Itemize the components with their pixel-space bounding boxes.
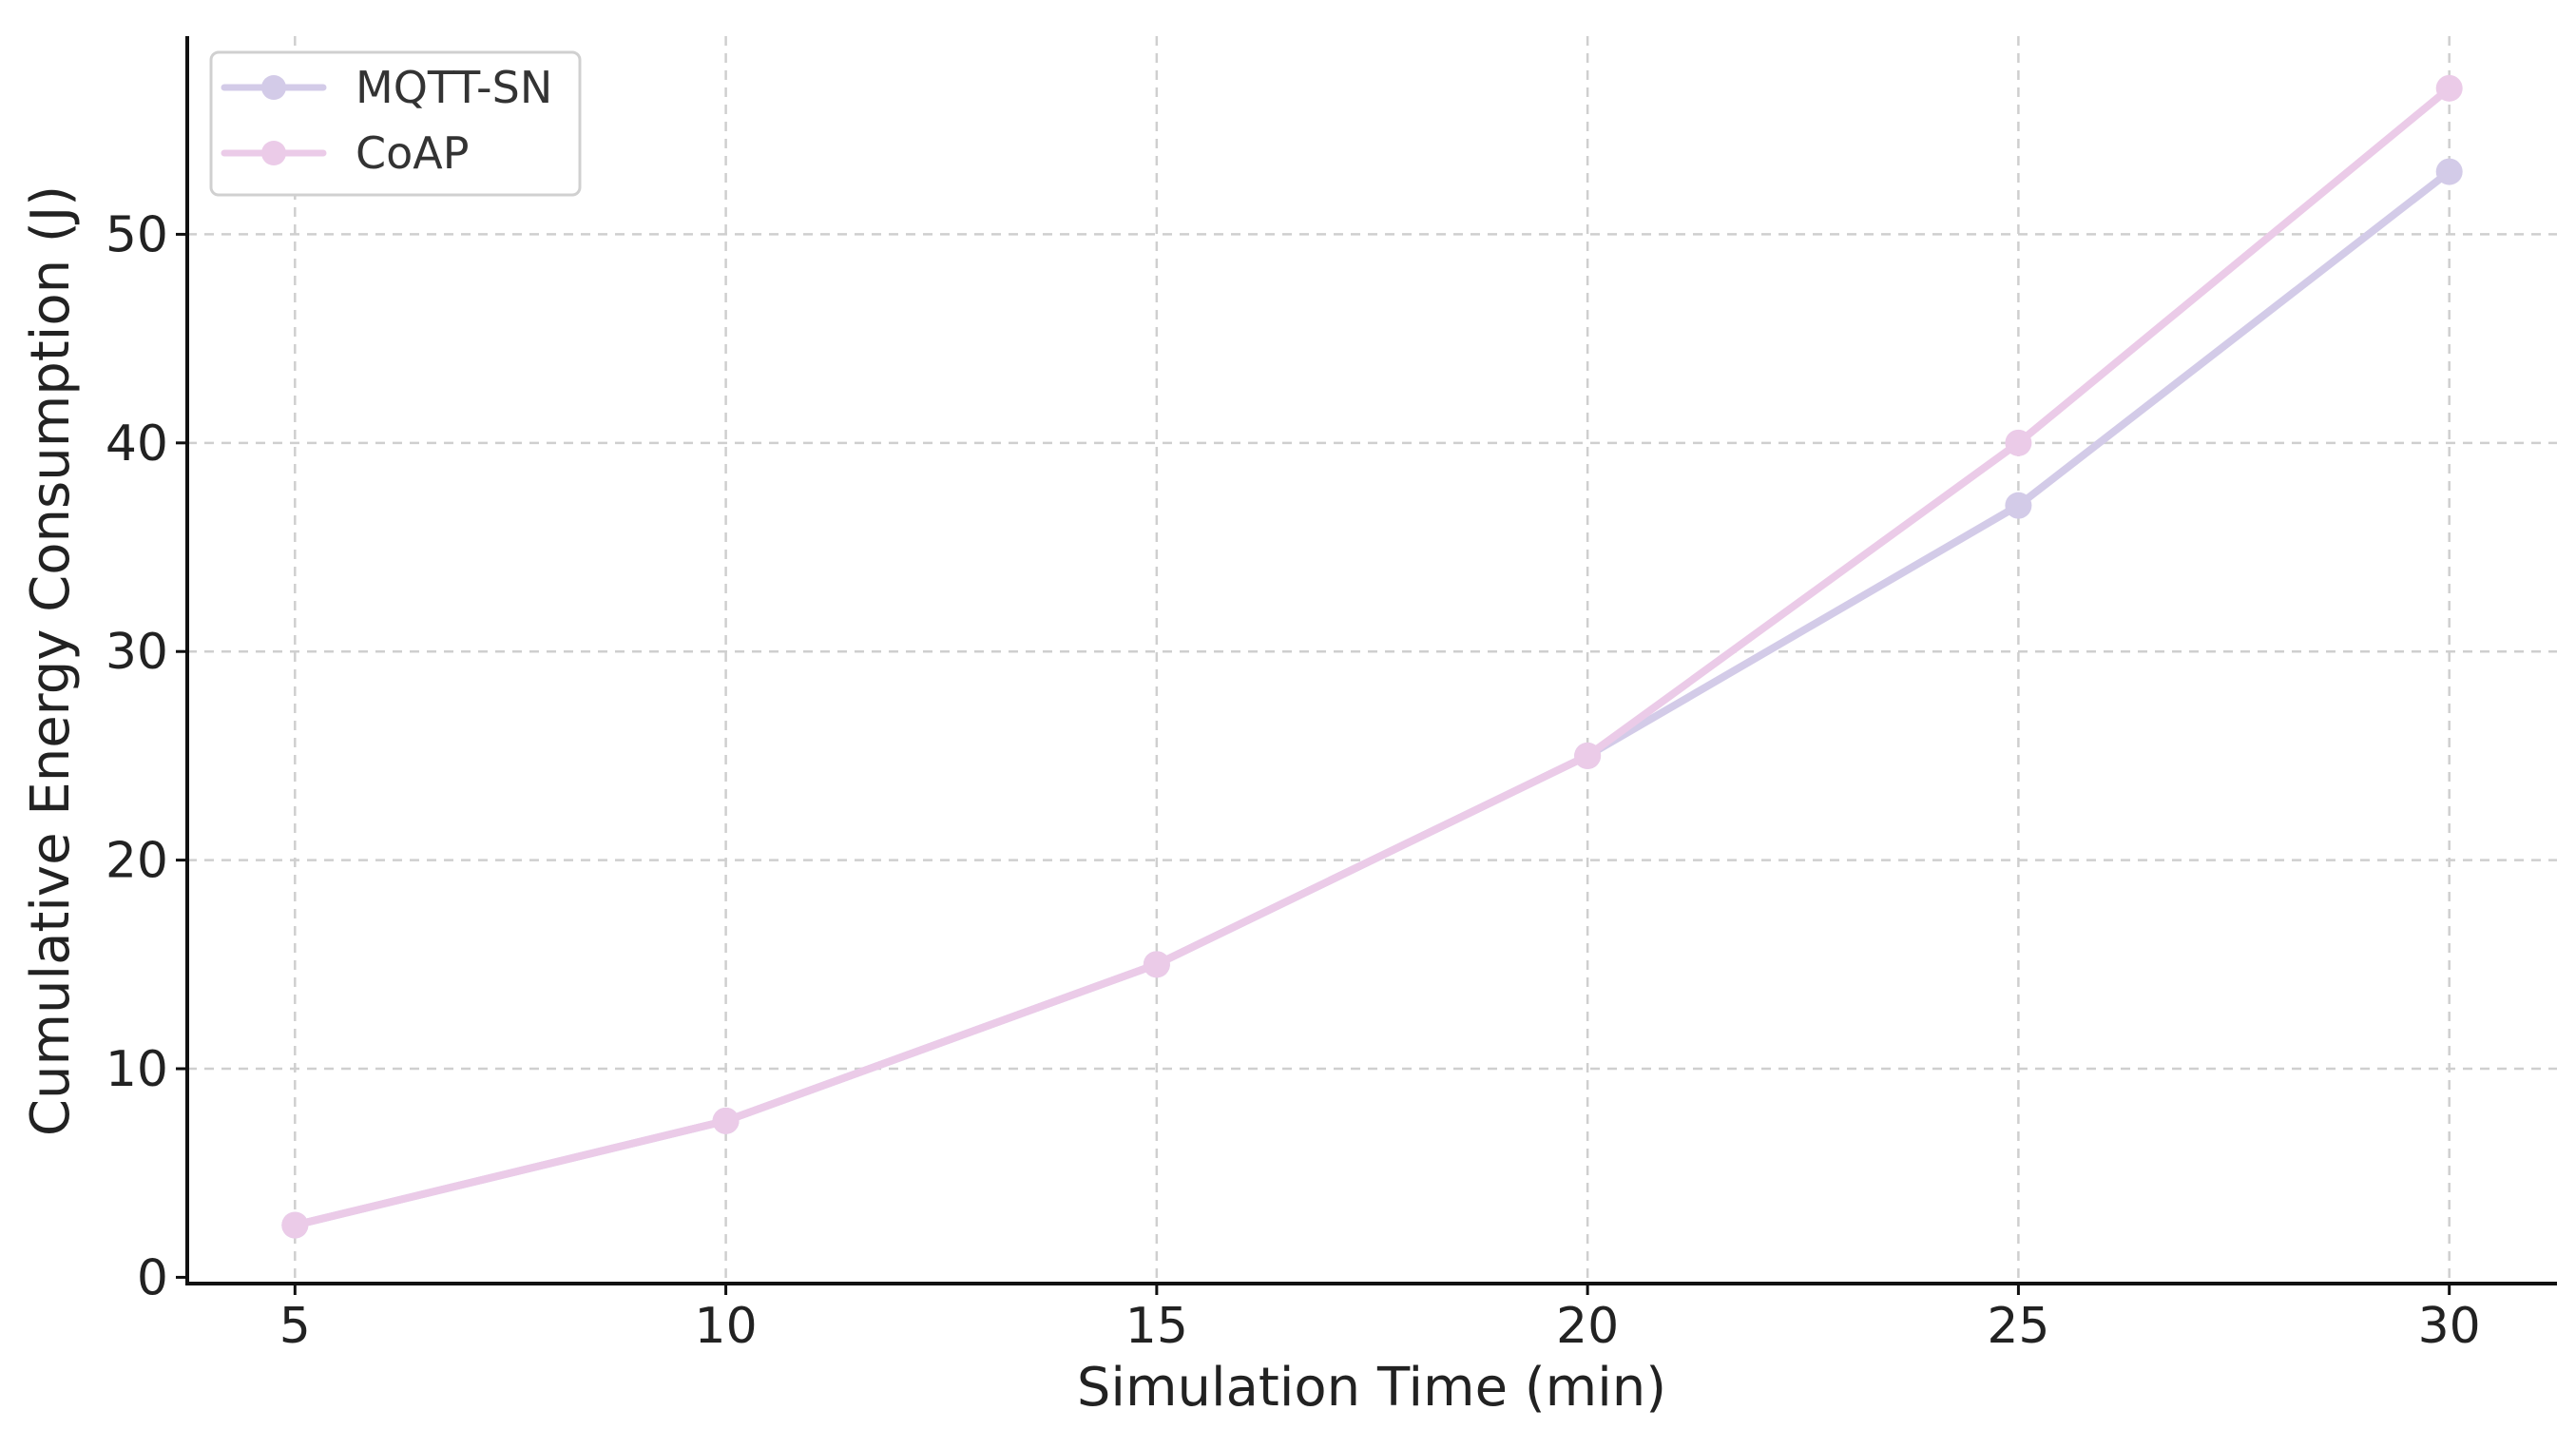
data-point-coap-25	[2005, 429, 2032, 456]
y-tick-label-40: 40	[106, 415, 168, 473]
legend-marker-mqtt-sn	[261, 75, 286, 100]
ticks-layer: 5 10 15 20 25 30 0 10 20 30 40 50	[106, 206, 2481, 1355]
series-layer	[281, 74, 2463, 1239]
data-point-mqtt-sn-30	[2435, 158, 2463, 185]
y-tick-label-30: 30	[106, 624, 168, 681]
data-point-coap-30	[2435, 74, 2463, 102]
y-tick-label-0: 0	[137, 1249, 168, 1306]
x-axis-title: Simulation Time (min)	[1077, 1357, 1666, 1419]
data-point-mqtt-sn-25	[2005, 492, 2032, 519]
x-tick-label-5: 5	[279, 1298, 311, 1355]
legend-label-mqtt-sn: MQTT-SN	[356, 62, 552, 113]
data-point-coap-10	[712, 1107, 740, 1134]
series-line-mqtt-sn	[291, 167, 2453, 1229]
x-tick-label-10: 10	[695, 1298, 758, 1355]
data-point-coap-5	[281, 1211, 309, 1239]
legend: MQTT-SN CoAP	[209, 50, 582, 197]
series-line-coap	[291, 84, 2453, 1229]
data-point-coap-15	[1143, 951, 1170, 978]
x-tick-label-20: 20	[1556, 1298, 1619, 1355]
x-tick-label-15: 15	[1125, 1298, 1188, 1355]
y-axis-title: Cumulative Energy Consumption (J)	[20, 185, 82, 1136]
grid-layer	[187, 36, 2557, 1284]
legend-label-coap: CoAP	[356, 127, 469, 179]
axes-layer	[185, 36, 2557, 1285]
x-tick-label-25: 25	[1987, 1298, 2049, 1355]
y-tick-label-20: 20	[106, 833, 168, 890]
y-tick-label-10: 10	[106, 1041, 168, 1098]
x-tick-label-30: 30	[2418, 1298, 2481, 1355]
data-point-coap-20	[1574, 742, 1602, 769]
legend-marker-coap	[261, 141, 286, 165]
y-tick-label-50: 50	[106, 206, 168, 263]
